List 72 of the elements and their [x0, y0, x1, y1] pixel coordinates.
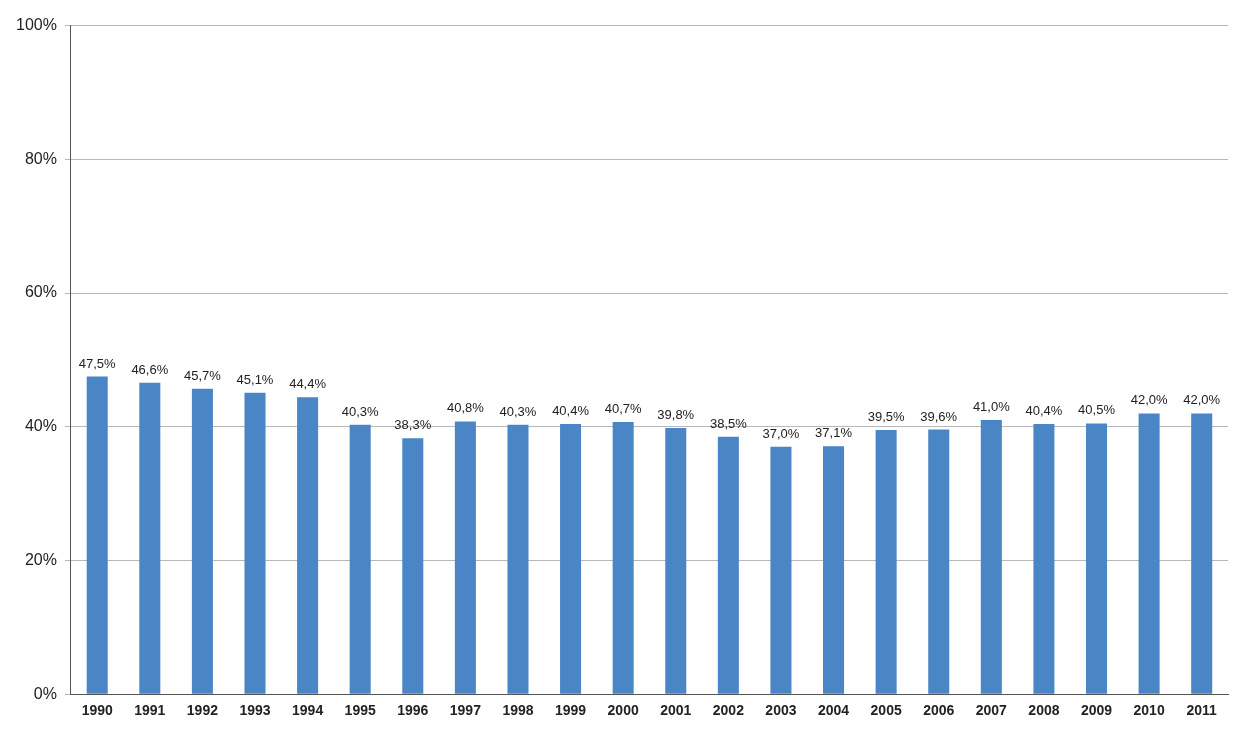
- data-label: 40,4%: [1025, 403, 1063, 419]
- data-label: 39,8%: [657, 407, 695, 423]
- x-tick-label: 1997: [449, 702, 482, 719]
- bar: [612, 422, 634, 694]
- bar: [875, 430, 897, 694]
- bar: [402, 438, 424, 694]
- x-tick-label: 1995: [344, 702, 376, 719]
- data-label: 39,6%: [920, 408, 958, 424]
- bar: [454, 421, 476, 694]
- data-label: 37,1%: [815, 425, 853, 441]
- data-label: 40,3%: [499, 403, 537, 419]
- bar: [1085, 423, 1108, 694]
- data-label: 40,5%: [1078, 402, 1116, 418]
- x-tick-label: 2010: [1133, 702, 1165, 719]
- y-tick-label: 60%: [24, 283, 57, 301]
- bar: [717, 436, 739, 694]
- bar: [191, 388, 213, 694]
- y-tick-label: 100%: [16, 16, 57, 34]
- bar: [297, 397, 319, 694]
- data-label: 44,4%: [289, 376, 327, 392]
- data-label: 39,5%: [867, 409, 905, 425]
- y-tick-label: 20%: [24, 550, 57, 568]
- bar: [244, 392, 266, 694]
- bar: [349, 424, 371, 694]
- x-tick-label: 1990: [81, 702, 113, 719]
- x-tick-label: 2002: [712, 702, 745, 719]
- x-tick-label: 2001: [660, 702, 692, 719]
- x-tick-label: 2011: [1186, 702, 1218, 719]
- x-tick-label: 2005: [870, 702, 902, 719]
- data-label: 40,8%: [446, 400, 485, 416]
- bar: [1033, 424, 1055, 694]
- data-label: 42,0%: [1183, 392, 1221, 408]
- data-label: 42,0%: [1130, 392, 1168, 408]
- x-tick-label: 2006: [923, 702, 955, 719]
- bar: [823, 446, 845, 694]
- data-label: 40,3%: [341, 403, 380, 419]
- x-tick-label: 1992: [186, 702, 219, 719]
- data-label: 41,0%: [972, 399, 1011, 415]
- bar: [928, 429, 950, 694]
- x-tick-label: 1991: [134, 702, 166, 719]
- x-tick-label: 2003: [765, 702, 797, 719]
- bar: [770, 446, 792, 694]
- data-label: 37,0%: [762, 425, 800, 441]
- bar: [665, 428, 687, 694]
- bar: [1138, 413, 1160, 694]
- y-tick-label: 40%: [24, 417, 57, 435]
- data-label: 45,1%: [236, 371, 274, 387]
- data-label: 38,5%: [709, 415, 748, 431]
- data-label: 46,6%: [131, 361, 169, 377]
- bar: [980, 420, 1002, 694]
- x-tick-label: 2009: [1080, 702, 1113, 719]
- bar: [507, 424, 529, 694]
- data-label: 45,7%: [183, 367, 222, 383]
- x-tick-label: 1996: [397, 702, 429, 719]
- x-tick-label: 1993: [239, 702, 271, 719]
- y-tick-label: 80%: [24, 149, 57, 167]
- x-tick-label: 1998: [502, 702, 534, 719]
- data-label: 47,5%: [78, 355, 117, 371]
- x-tick-label: 2000: [607, 702, 639, 719]
- data-label: 40,4%: [552, 403, 590, 419]
- data-label: 40,7%: [604, 401, 643, 417]
- bar: [86, 376, 108, 694]
- x-tick-label: 2004: [817, 702, 850, 719]
- x-tick-label: 2007: [975, 702, 1008, 719]
- x-tick-label: 1999: [554, 702, 587, 719]
- bar: [139, 382, 161, 694]
- data-label: 38,3%: [394, 417, 432, 433]
- x-tick-label: 1994: [292, 702, 324, 719]
- bar: [560, 424, 582, 694]
- bar: [1191, 413, 1213, 694]
- y-tick-label: 0%: [33, 684, 57, 702]
- x-tick-label: 2008: [1028, 702, 1060, 719]
